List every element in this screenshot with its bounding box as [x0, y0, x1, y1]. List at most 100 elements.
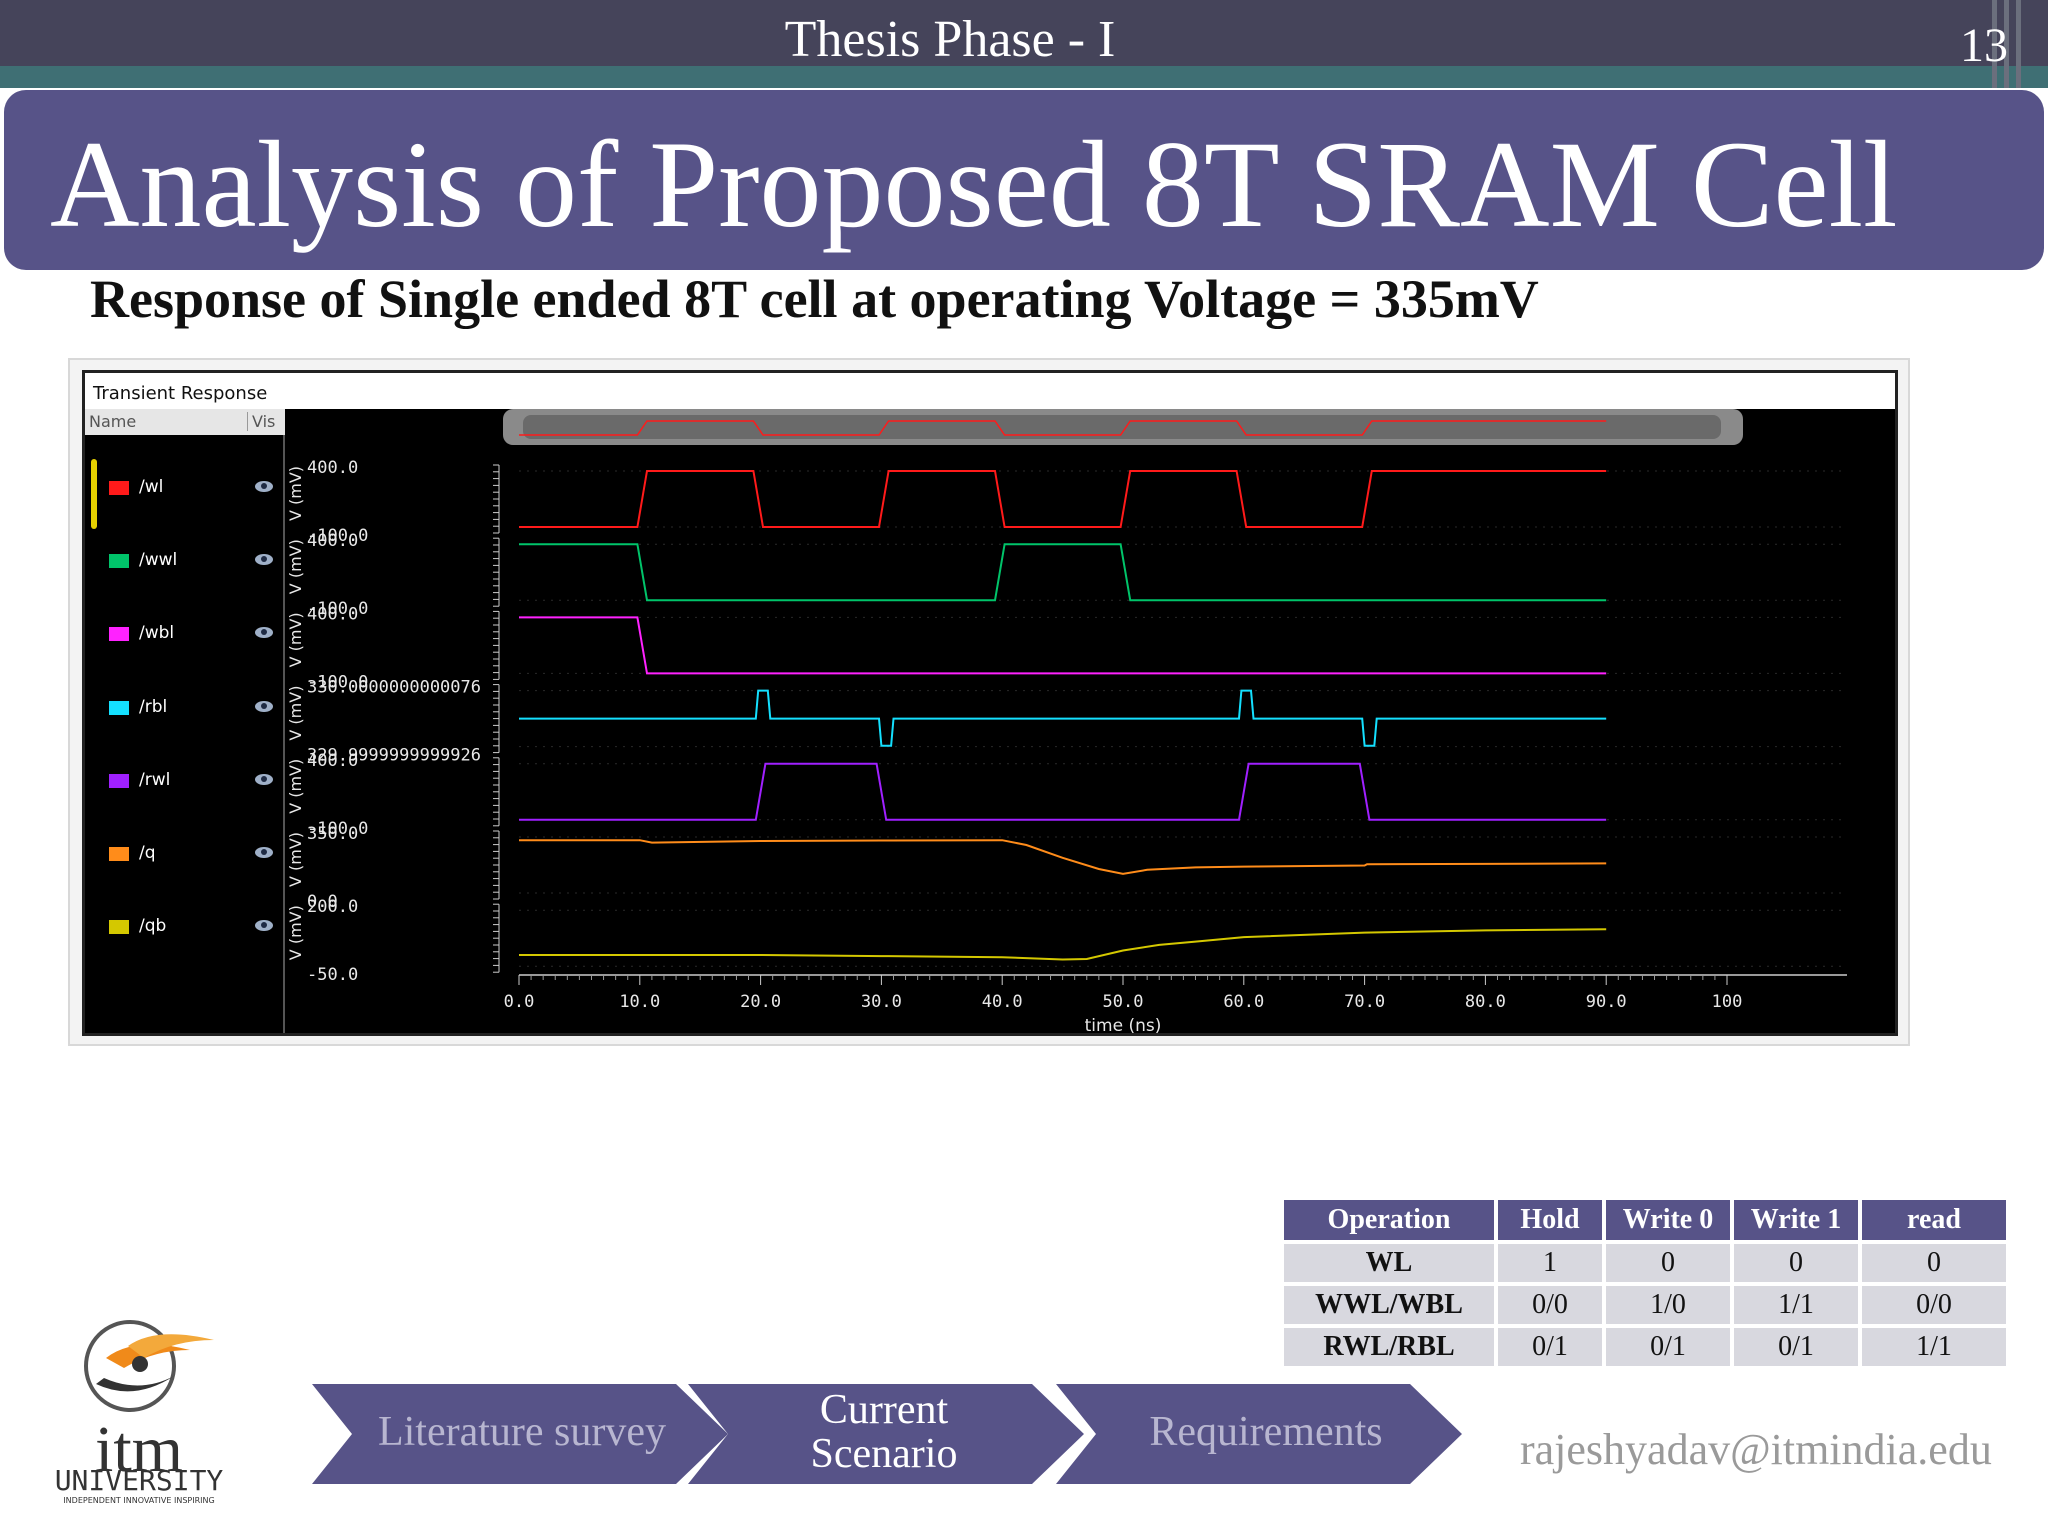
table-header-cell: Operation [1284, 1200, 1494, 1240]
y-tick-label: 400.0 [307, 751, 358, 771]
y-axis-label: V (mV) [287, 832, 305, 887]
y-tick-label: 329.9999999999926 [307, 746, 481, 766]
nav-literature-survey[interactable]: Literature survey [312, 1384, 728, 1484]
y-axis-label: V (mV) [287, 466, 305, 521]
visibility-eye-icon[interactable] [255, 920, 273, 932]
table-header-cell: Write 0 [1606, 1200, 1730, 1240]
signal-row[interactable]: /rwl [85, 768, 285, 798]
signal-row[interactable]: /q [85, 841, 285, 871]
x-tick-label: 0.0 [504, 992, 535, 1012]
operation-table: Operation Hold Write 0 Write 1 read WL 1 0 0 0 WW… [1280, 1196, 2010, 1370]
waveform-plot[interactable]: 400.0-100.0V (mV)400.0-100.0V (mV)400.0-… [287, 409, 1893, 1033]
table-cell: 0 [1862, 1244, 2006, 1282]
y-tick-label: -100.0 [307, 672, 368, 692]
nav-requirements[interactable]: Requirements [1056, 1384, 1462, 1484]
x-tick-label: 20.0 [740, 992, 781, 1012]
signal-row[interactable]: /wl [85, 475, 285, 505]
signal-name: /q [139, 843, 156, 863]
phase-title: Thesis Phase - I [784, 11, 1116, 68]
table-row: WL 1 0 0 0 [1284, 1244, 2006, 1282]
signal-color-swatch [109, 554, 129, 569]
y-tick-label: 330.0000000000076 [307, 678, 481, 698]
title-banner [4, 90, 2044, 270]
y-tick-label: -50.0 [307, 965, 358, 985]
nav-label: Requirements [1149, 1409, 1383, 1455]
signal-color-swatch [109, 920, 129, 935]
nav-chevron-shape [688, 1384, 1084, 1484]
column-name[interactable]: Name [89, 412, 137, 431]
x-axis-label: time (ns) [1085, 1016, 1162, 1033]
visibility-eye-icon[interactable] [255, 847, 273, 858]
signal-name: /wbl [139, 623, 175, 644]
itm-university-logo: itm UNIVERSITY INDEPENDENT INNOVATIVE IN… [44, 1306, 234, 1506]
signal-row[interactable]: /wwl [85, 548, 285, 578]
nav-label-line: Scenario [810, 1431, 958, 1477]
series-line-wwl [519, 543, 1607, 602]
signal-row[interactable]: /qb [85, 914, 285, 944]
signal-row[interactable]: /rbl [85, 695, 285, 725]
y-axis-label: V (mV) [287, 905, 305, 960]
x-tick-label: 30.0 [861, 992, 902, 1012]
table-cell: 0/0 [1498, 1286, 1602, 1324]
waveform-window: Transient Response Name Vis /wl/wwl/wbl /… [68, 358, 1910, 1046]
top-bar [0, 0, 2048, 70]
table-cell: 0 [1606, 1244, 1730, 1282]
signal-name: /rwl [139, 769, 171, 790]
y-tick-label: 0.0 [307, 892, 338, 912]
decor-stripe [2016, 0, 2021, 88]
y-tick-label: -100.0 [307, 599, 368, 619]
x-tick-label: 50.0 [1103, 992, 1144, 1012]
table-cell: 0 [1734, 1244, 1858, 1282]
visibility-eye-icon[interactable] [255, 554, 273, 566]
y-tick-label: -100.0 [307, 819, 368, 839]
x-tick-label: 70.0 [1344, 992, 1385, 1012]
signal-name: /rbl [139, 696, 168, 717]
table-header-cell: read [1862, 1200, 2006, 1240]
y-tick-label: 400.0 [307, 604, 358, 624]
logo-name: UNIVERSITY [54, 1464, 224, 1497]
signal-name: /wwl [139, 550, 178, 571]
logo-brand: itm [94, 1413, 183, 1486]
decor-stripe [2004, 0, 2009, 88]
logo-tagline: INDEPENDENT INNOVATIVE INSPIRING [63, 1496, 215, 1505]
signal-name: /qb [139, 916, 167, 937]
series-line-rbl [519, 689, 1607, 747]
decor-stripe [1992, 0, 1997, 88]
table-cell: 1/1 [1862, 1328, 2006, 1366]
selection-indicator [91, 459, 97, 529]
signal-name-panel: Name Vis /wl/wwl/wbl/rbl/rwl/q/qb [85, 409, 285, 1033]
nav-chevron-shape [312, 1384, 728, 1484]
table-header-cell: Hold [1498, 1200, 1602, 1240]
series-line-q [519, 839, 1607, 875]
nav-current-scenario[interactable]: Current Scenario [688, 1384, 1084, 1484]
visibility-eye-icon[interactable] [255, 627, 273, 639]
visibility-eye-icon[interactable] [255, 481, 273, 492]
table-cell: 0/1 [1734, 1328, 1858, 1366]
slide-subtitle: Response of Single ended 8T cell at oper… [90, 269, 1539, 329]
signal-color-swatch [109, 627, 129, 642]
x-tick-label: 60.0 [1223, 992, 1264, 1012]
overview-trace [519, 420, 1607, 436]
table-cell: 0/1 [1606, 1328, 1730, 1366]
y-tick-label: 400.0 [307, 531, 358, 551]
x-tick-label: 10.0 [619, 992, 660, 1012]
table-row: RWL/RBL 0/1 0/1 0/1 1/1 [1284, 1328, 2006, 1366]
y-axis-label: V (mV) [287, 686, 305, 741]
y-tick-label: 350.0 [307, 824, 358, 844]
y-tick-label: 400.0 [307, 458, 358, 478]
signal-list-header: Name Vis [85, 409, 285, 435]
table-row-label: WWL/WBL [1284, 1286, 1494, 1324]
column-vis[interactable]: Vis [247, 412, 275, 431]
visibility-eye-icon[interactable] [255, 700, 273, 712]
visibility-eye-icon[interactable] [255, 773, 273, 785]
y-tick-label: 200.0 [307, 897, 358, 917]
signal-row[interactable]: /wbl [85, 621, 285, 651]
series-line-rwl [519, 762, 1607, 821]
table-cell: 1/0 [1606, 1286, 1730, 1324]
signal-color-swatch [109, 700, 129, 715]
slide-number: 13 [1960, 19, 2008, 72]
y-tick-label: -100.0 [307, 526, 368, 546]
x-tick-label: 40.0 [982, 992, 1023, 1012]
series-line-wl [519, 470, 1607, 528]
nav-chevron-shape [1056, 1384, 1462, 1484]
